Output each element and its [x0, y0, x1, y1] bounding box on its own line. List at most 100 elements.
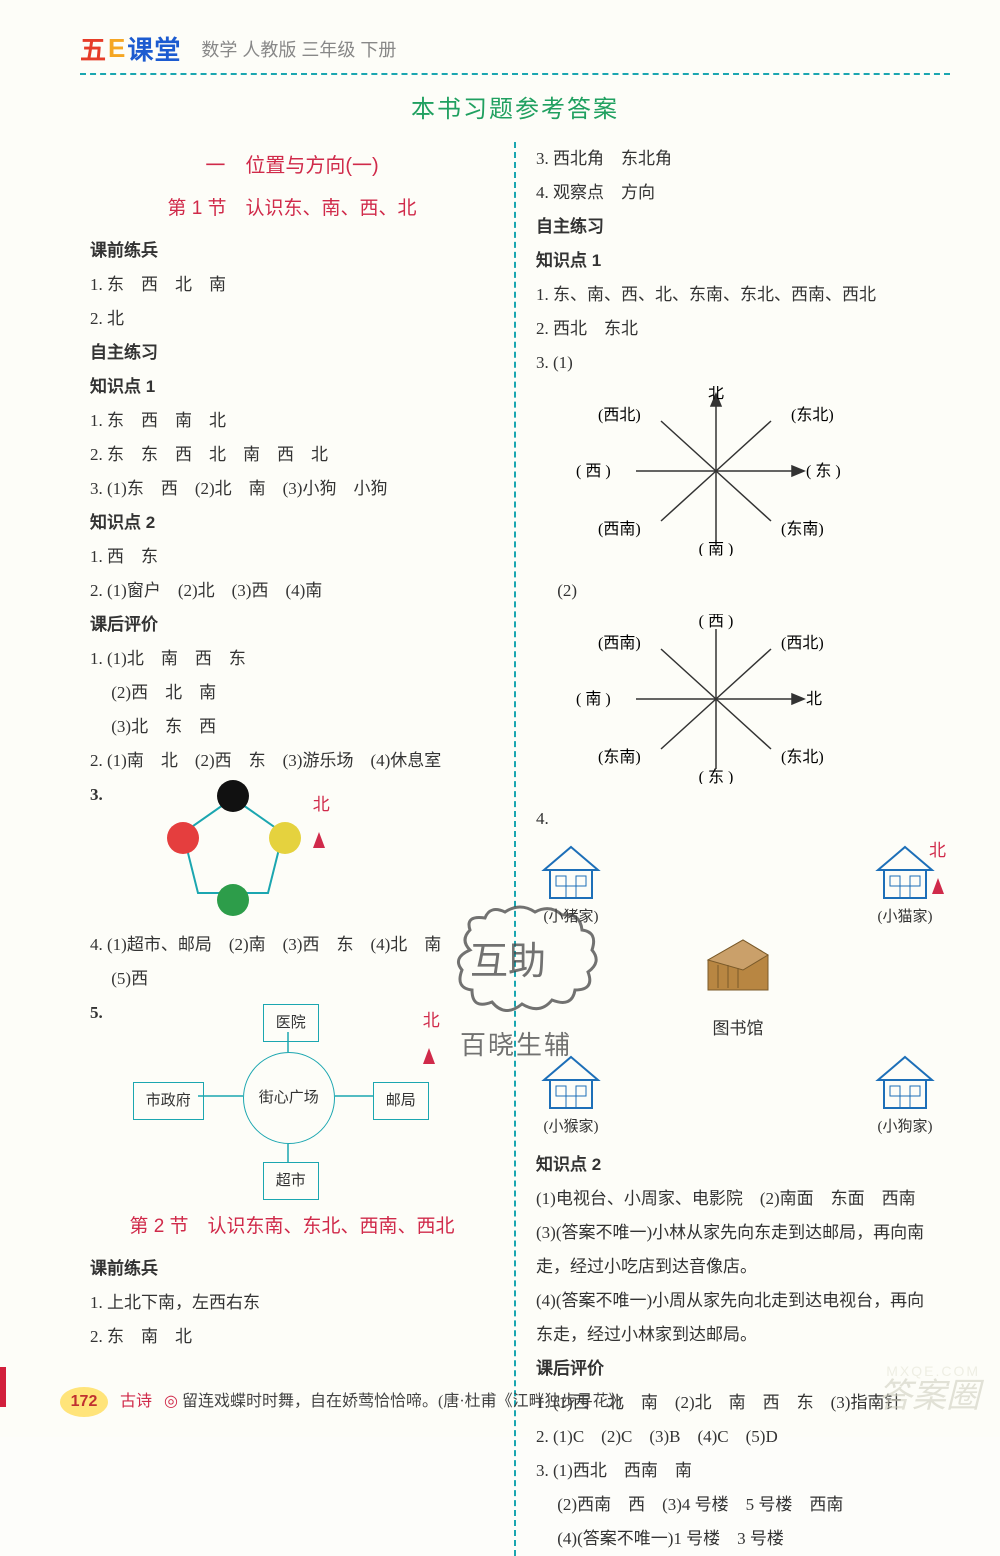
north-arrow-icon — [423, 1048, 435, 1064]
answer: 1. 东 西 南 北 — [90, 404, 494, 438]
header-subject: 数学 人教版 三年级 下册 — [201, 36, 396, 62]
svg-text:(东南): (东南) — [781, 520, 824, 538]
svg-text:北: 北 — [806, 690, 822, 708]
logo-e: E — [108, 33, 125, 64]
house-label: (小狗家) — [870, 1112, 940, 1142]
footer-poem: 留连戏蝶时时舞，自在娇莺恰恰啼。(唐·杜甫《江畔独步寻花》) — [182, 1393, 622, 1410]
answer: 2. (1)窗户 (2)北 (3)西 (4)南 — [90, 574, 494, 608]
map-hospital: 医院 — [263, 1004, 319, 1042]
svg-text:(西北): (西北) — [598, 406, 641, 424]
answer: 1. 西 东 — [90, 540, 494, 574]
north-arrow-icon — [313, 832, 325, 848]
heading-zzlx: 自主练习 — [536, 210, 940, 244]
answer: (4)(答案不唯一)1 号楼 3 号楼 — [536, 1522, 940, 1556]
map-post: 邮局 — [373, 1082, 429, 1120]
watermark-stamp: 互助 百晓生辅 — [470, 930, 572, 1062]
library-icon — [698, 930, 778, 1000]
svg-text:( 南 ): ( 南 ) — [576, 690, 611, 708]
q5-label: 5. — [90, 996, 103, 1202]
logo: 五 E 课堂 — [80, 30, 181, 67]
content-columns: 一 位置与方向(一) 第 1 节 认识东、南、西、北 课前练兵 1. 东 西 北… — [80, 142, 950, 1556]
stamp-text-2: 百晓生辅 — [460, 1025, 572, 1062]
heading-zsd2: 知识点 2 — [90, 506, 494, 540]
answer: 4. — [536, 802, 940, 836]
svg-text:(东北): (东北) — [781, 748, 824, 766]
pentagon-figure: 北 — [153, 778, 353, 928]
footer-circle: ◎ — [164, 1393, 178, 1410]
map-market: 超市 — [263, 1162, 319, 1200]
left-column: 一 位置与方向(一) 第 1 节 认识东、南、西、北 课前练兵 1. 东 西 北… — [80, 142, 516, 1556]
answer: 4. (1)超市、邮局 (2)南 (3)西 东 (4)北 南 — [90, 928, 494, 962]
heading-zsd2: 知识点 2 — [536, 1148, 940, 1182]
svg-text:( 西 ): ( 西 ) — [576, 463, 611, 480]
answer: 2. 北 — [90, 302, 494, 336]
svg-text:( 南 ): ( 南 ) — [699, 540, 734, 556]
answer: (1)电视台、小周家、电影院 (2)南面 东面 西南 — [536, 1182, 940, 1216]
north-label: 北 — [423, 1011, 440, 1030]
map-center: 街心广场 — [243, 1052, 335, 1144]
logo-ketang: 课堂 — [127, 30, 181, 67]
answer: 2. (1)C (2)C (3)B (4)C (5)D — [536, 1420, 940, 1454]
map-gov: 市政府 — [133, 1082, 204, 1120]
chapter-1: 一 位置与方向(一) — [90, 146, 494, 186]
section-2: 第 2 节 认识东南、东北、西南、西北 — [90, 1208, 494, 1246]
answer: 1. 东、南、西、北、东南、东北、西南、西北 — [536, 278, 940, 312]
page-header: 五 E 课堂 数学 人教版 三年级 下册 — [80, 30, 950, 75]
answer: 4. 观察点 方向 — [536, 176, 940, 210]
map-figure: 医院 市政府 街心广场 邮局 超市 北 — [133, 1004, 473, 1194]
answer: 1. 东 西 北 南 — [90, 268, 494, 302]
svg-text:( 东 ): ( 东 ) — [699, 768, 734, 784]
answer: (4)(答案不唯一)小周从家先向北走到达电视台，再向 — [536, 1284, 940, 1318]
section-1: 第 1 节 认识东、南、西、北 — [90, 190, 494, 228]
heading-kqlb2: 课前练兵 — [90, 1252, 494, 1286]
house-label: (小猴家) — [536, 1112, 606, 1142]
north-label: 北 — [929, 841, 946, 860]
answer: 走，经过小吃店到达音像店。 — [536, 1250, 940, 1284]
north-label: 北 — [313, 795, 330, 814]
logo-wu: 五 — [80, 30, 106, 67]
answer: 2. (1)南 北 (2)西 东 (3)游乐场 (4)休息室 — [90, 744, 494, 778]
svg-text:(西南): (西南) — [598, 520, 641, 538]
answer: (3)北 东 西 — [90, 710, 494, 744]
answer: 1. 上北下南，左西右东 — [90, 1286, 494, 1320]
answer: 3. (1) — [536, 346, 940, 380]
answer: 2. 西北 东北 — [536, 312, 940, 346]
answer: (2)西南 西 (3)4 号楼 5 号楼 西南 — [536, 1488, 940, 1522]
svg-text:( 西 ): ( 西 ) — [699, 614, 734, 630]
footer-bar — [0, 1367, 6, 1407]
answer: 1. (1)北 南 西 东 — [90, 642, 494, 676]
answer: 3. (1)西北 西南 南 — [536, 1454, 940, 1488]
compass-1: 北 (东北) ( 东 ) (东南) ( 南 ) (西南) ( 西 ) (西北) — [566, 386, 940, 568]
watermark-corner: 答案圈 — [878, 1368, 980, 1417]
heading-kqlb: 课前练兵 — [90, 234, 494, 268]
svg-text:北: 北 — [708, 386, 724, 402]
svg-text:( 东 ): ( 东 ) — [806, 462, 841, 480]
main-title: 本书习题参考答案 — [80, 89, 950, 124]
heading-zsd1: 知识点 1 — [90, 370, 494, 404]
heading-zzlx: 自主练习 — [90, 336, 494, 370]
right-column: 3. 西北角 东北角 4. 观察点 方向 自主练习 知识点 1 1. 东、南、西… — [516, 142, 950, 1556]
footer-label: 古诗 — [120, 1393, 152, 1410]
answer: 3. (1)东 西 (2)北 南 (3)小狗 小狗 — [90, 472, 494, 506]
svg-text:(西北): (西北) — [781, 634, 824, 652]
svg-text:(东北): (东北) — [791, 406, 834, 424]
stamp-text: 互助 — [470, 941, 546, 983]
answer: (3)(答案不唯一)小林从家先向东走到达邮局，再向南 — [536, 1216, 940, 1250]
page-number: 172 — [60, 1387, 108, 1417]
heading-khpj: 课后评价 — [90, 608, 494, 642]
compass-2: ( 西 ) (西北) 北 (东北) ( 东 ) (东南) ( 南 ) (西南) — [566, 614, 940, 796]
north-arrow-icon — [932, 878, 944, 894]
svg-text:(西南): (西南) — [598, 634, 641, 652]
heading-zsd1: 知识点 1 — [536, 244, 940, 278]
house-dog: (小狗家) — [870, 1052, 940, 1142]
answer: 3. 西北角 东北角 — [536, 142, 940, 176]
svg-text:(东南): (东南) — [598, 748, 641, 766]
house-monkey: (小猴家) — [536, 1052, 606, 1142]
answer: 东走，经过小林家到达邮局。 — [536, 1318, 940, 1352]
q3-label: 3. — [90, 778, 103, 812]
answer: 2. 东 南 北 — [90, 1320, 494, 1354]
answer: (2)西 北 南 — [90, 676, 494, 710]
answer: (2) — [536, 574, 940, 608]
answer: (5)西 — [90, 962, 494, 996]
answer: 2. 东 东 西 北 南 西 北 — [90, 438, 494, 472]
